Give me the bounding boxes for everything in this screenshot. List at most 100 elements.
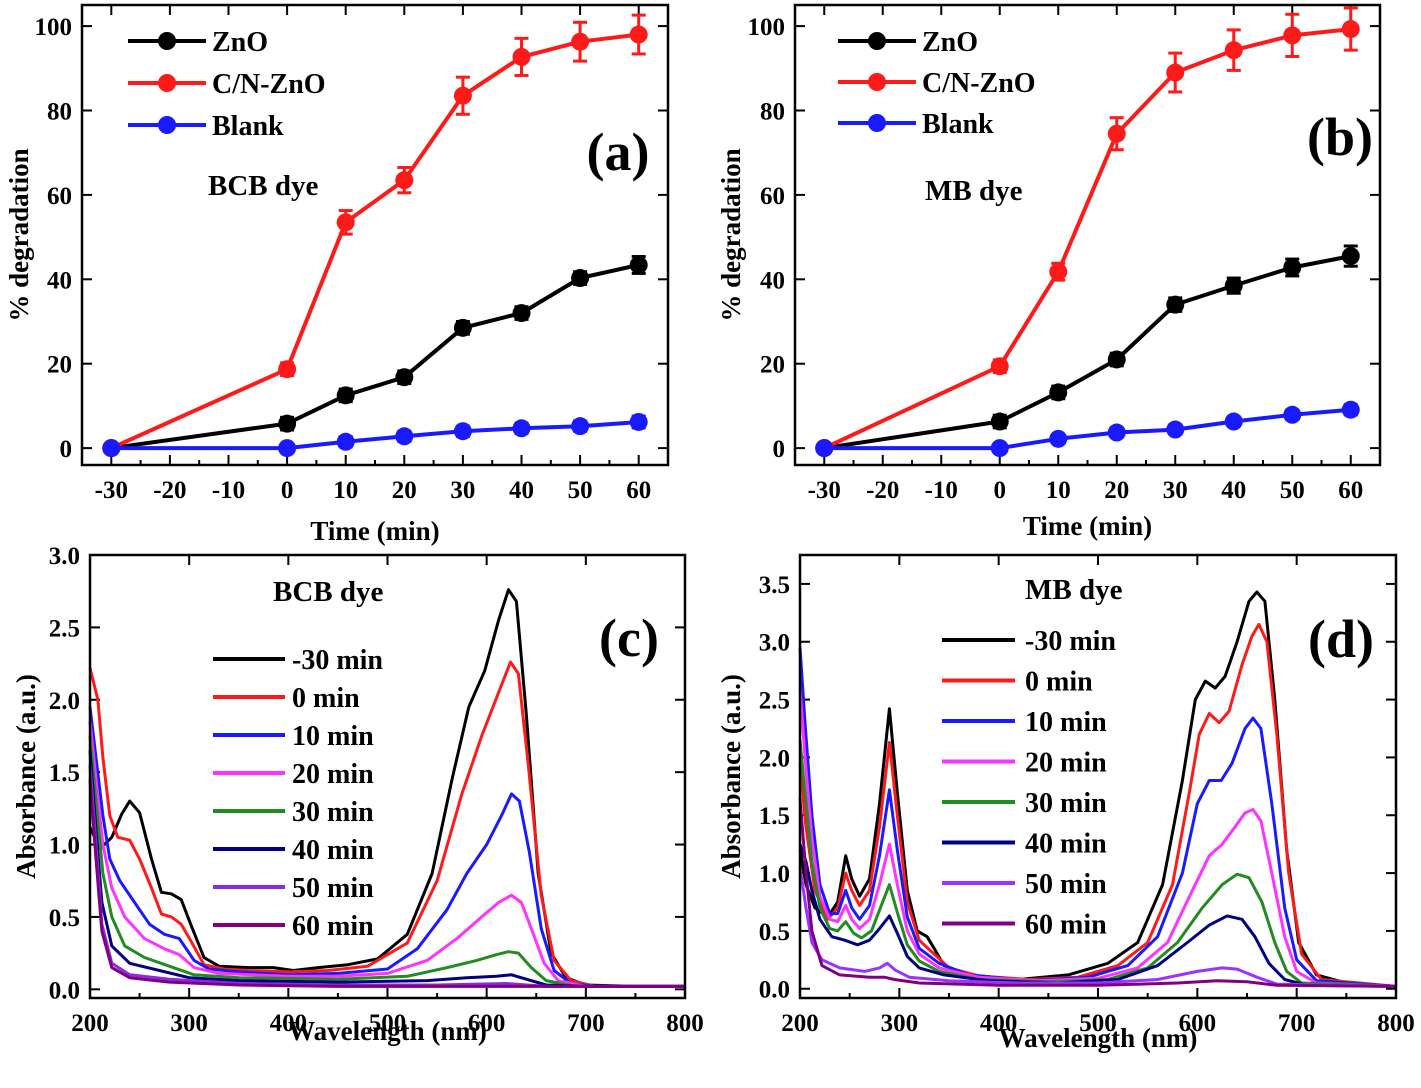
panel-c: 200 300 400 500 600 700 800 0.0 0.5 1.0 1.5 2.0 2.5 3… bbox=[11, 543, 704, 1046]
legend-label: 30 min bbox=[292, 797, 374, 828]
data-point bbox=[990, 439, 1009, 458]
data-point bbox=[1166, 63, 1185, 82]
data-point bbox=[1107, 350, 1126, 369]
legend-label: -30 min bbox=[292, 645, 383, 676]
y-axis-label: Absorbance (a.u.) bbox=[716, 674, 746, 879]
data-point bbox=[1224, 412, 1243, 431]
data-point bbox=[571, 32, 590, 51]
data-point bbox=[1283, 26, 1302, 45]
series-c-n-zno bbox=[815, 6, 1360, 458]
data-point bbox=[990, 412, 1009, 431]
y-tick-label: 0 bbox=[60, 436, 73, 463]
data-point bbox=[990, 357, 1009, 376]
x-tick-label: 20 bbox=[392, 477, 417, 504]
x-tick-label: -10 bbox=[925, 477, 958, 504]
x-tick-label: 800 bbox=[666, 1010, 704, 1037]
data-point bbox=[1341, 247, 1360, 266]
x-tick-label: 50 bbox=[1280, 477, 1305, 504]
y-tick-label: 80 bbox=[760, 99, 785, 126]
x-tick-label: 500 bbox=[369, 1010, 407, 1037]
legend: -30 min 0 min 10 min 20 min 30 min 40 min 50 m… bbox=[213, 645, 383, 942]
plot-frame bbox=[88, 553, 687, 1000]
series-line bbox=[798, 590, 1397, 988]
legend-label: 50 min bbox=[292, 873, 374, 904]
x-tick-label: 300 bbox=[881, 1010, 919, 1037]
legend-label: 20 min bbox=[292, 759, 374, 790]
x-tick-label: -30 bbox=[808, 477, 841, 504]
data-point bbox=[1107, 124, 1126, 143]
legend: ZnO C/N-ZnO Blank bbox=[128, 27, 326, 142]
x-axis-label: Wavelength (nm) bbox=[288, 1016, 487, 1046]
x-tick-label: 0 bbox=[281, 477, 294, 504]
series-line bbox=[798, 687, 1397, 988]
y-tick-label: 20 bbox=[47, 352, 72, 379]
data-point bbox=[629, 25, 648, 44]
y-tick-label: 3.0 bbox=[49, 543, 80, 570]
legend-label: C/N-ZnO bbox=[922, 68, 1036, 99]
legend-marker bbox=[868, 114, 886, 132]
y-tick-label: 0.0 bbox=[759, 977, 790, 1004]
legend-label: 20 min bbox=[1025, 748, 1107, 779]
panel-d: 200 300 400 500 600 700 800 0.0 0.5 1.0 1.5 2.0 2.5 3… bbox=[716, 553, 1415, 1053]
series-line bbox=[823, 27, 1352, 450]
series-line bbox=[88, 660, 685, 988]
data-point bbox=[1283, 258, 1302, 277]
x-tick-label: 30 bbox=[1163, 477, 1188, 504]
series--30-min bbox=[88, 588, 685, 988]
data-point bbox=[453, 422, 472, 441]
x-tick-label: 0 bbox=[994, 477, 1007, 504]
dye-annotation: BCB dye bbox=[208, 170, 319, 202]
dye-annotation: MB dye bbox=[1025, 574, 1123, 606]
legend-marker bbox=[158, 32, 176, 50]
data-point bbox=[629, 255, 648, 274]
data-point bbox=[453, 318, 472, 337]
panel-b: -30 -20 -10 0 10 20 30 40 50 60 0 20 40 60 80 100 Time (… bbox=[716, 3, 1382, 541]
legend-marker bbox=[158, 74, 176, 92]
panel-label: (a) bbox=[587, 122, 650, 182]
x-tick-label: 10 bbox=[333, 477, 358, 504]
data-point bbox=[336, 432, 355, 451]
legend-label: 40 min bbox=[1025, 829, 1107, 860]
y-tick-label: 1.5 bbox=[49, 760, 80, 787]
data-point bbox=[336, 386, 355, 405]
series-line bbox=[824, 407, 1351, 451]
y-tick-label: 1.0 bbox=[49, 833, 80, 860]
series-blank bbox=[102, 412, 648, 458]
y-tick-label: 0.5 bbox=[49, 905, 80, 932]
data-point bbox=[1224, 276, 1243, 295]
series-0-min bbox=[88, 660, 685, 988]
legend-label: Blank bbox=[922, 109, 994, 140]
data-point bbox=[512, 304, 531, 323]
series-30-min bbox=[88, 735, 685, 988]
legend-label: 10 min bbox=[1025, 707, 1107, 738]
y-tick-label: 2.5 bbox=[49, 615, 80, 642]
series-c-n-zno bbox=[102, 13, 648, 458]
data-point bbox=[815, 439, 834, 458]
x-axis-label: Wavelength (nm) bbox=[999, 1023, 1198, 1053]
legend-label: -30 min bbox=[1025, 626, 1116, 657]
y-tick-label: 60 bbox=[47, 183, 72, 210]
legend-label: C/N-ZnO bbox=[212, 69, 326, 100]
legend-label: ZnO bbox=[922, 27, 978, 58]
x-tick-label: 700 bbox=[1278, 1010, 1316, 1037]
data-point bbox=[1049, 383, 1068, 402]
data-point bbox=[571, 417, 590, 436]
series-line bbox=[798, 867, 1397, 988]
data-point bbox=[1107, 423, 1126, 442]
dye-annotation: MB dye bbox=[925, 175, 1023, 207]
y-tick-label: 2.5 bbox=[759, 688, 790, 715]
y-tick-label: 0 bbox=[773, 436, 786, 463]
data-point bbox=[571, 269, 590, 288]
series-line bbox=[798, 797, 1397, 988]
series-line bbox=[88, 588, 685, 988]
data-point bbox=[395, 368, 414, 387]
data-point bbox=[629, 412, 648, 431]
panel-label: (c) bbox=[599, 608, 659, 668]
y-tick-label: 1.5 bbox=[759, 803, 790, 830]
legend-label: ZnO bbox=[212, 27, 268, 58]
data-point bbox=[1283, 405, 1302, 424]
dye-annotation: BCB dye bbox=[273, 576, 384, 608]
y-axis-label: % degradation bbox=[716, 148, 746, 321]
data-point bbox=[395, 427, 414, 446]
legend: -30 min 0 min 10 min 20 min 30 min 40 min 50 m… bbox=[942, 626, 1116, 941]
